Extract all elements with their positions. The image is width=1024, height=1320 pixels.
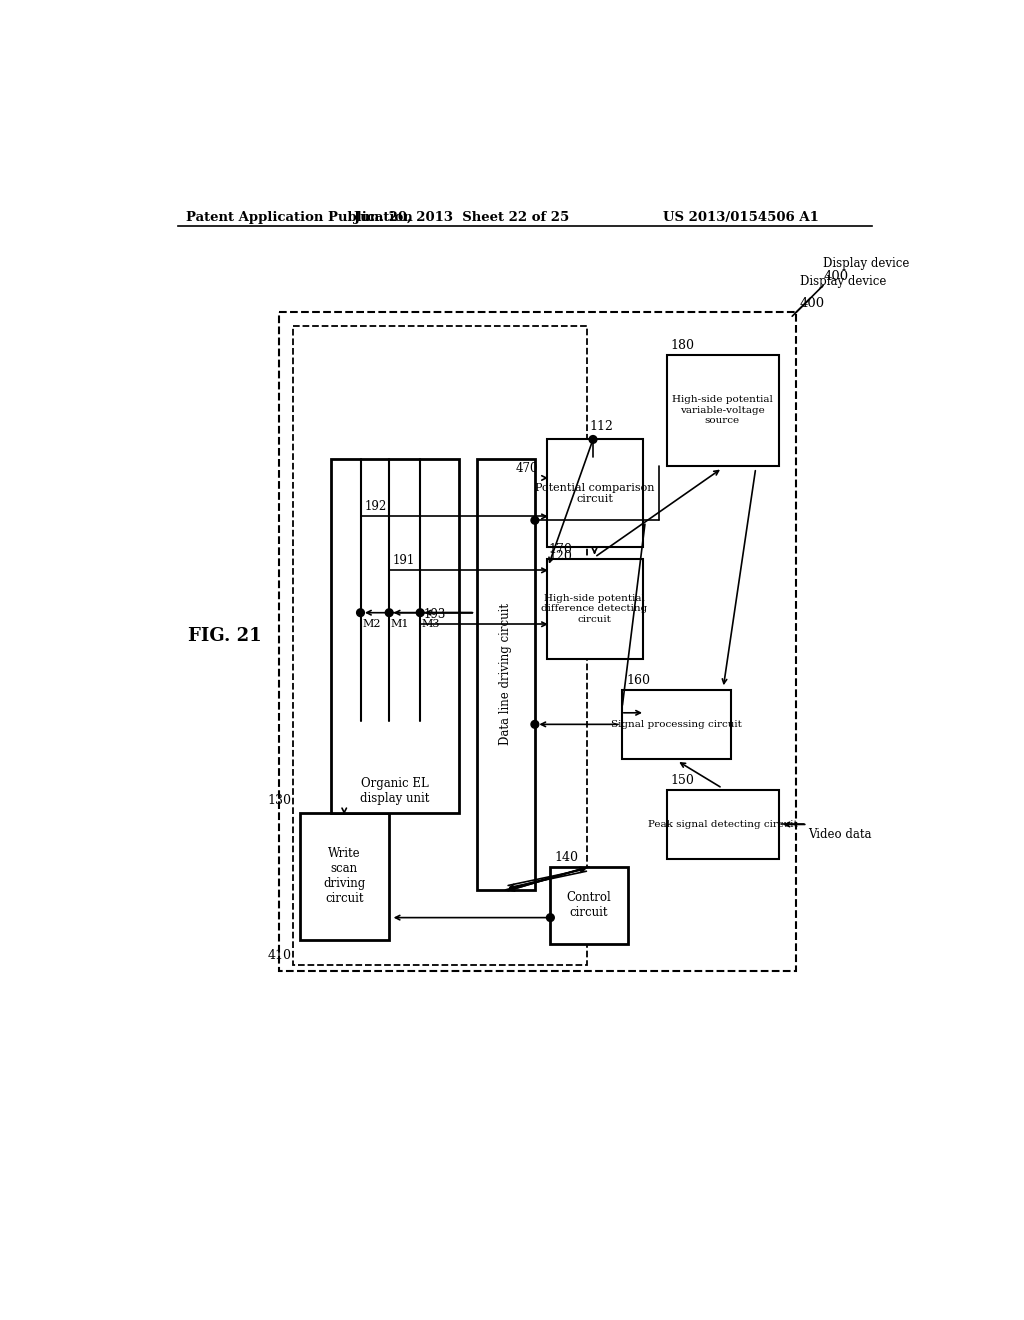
Bar [550, 867, 628, 944]
Bar [667, 789, 779, 859]
Text: 191: 191 [393, 554, 416, 568]
Circle shape [356, 609, 365, 616]
Text: M1: M1 [391, 619, 410, 628]
Text: 150: 150 [671, 774, 694, 787]
Bar [477, 459, 535, 890]
Text: Display device: Display device [800, 275, 887, 288]
Circle shape [547, 913, 554, 921]
Text: M3: M3 [422, 619, 440, 628]
Circle shape [417, 609, 424, 616]
Bar [280, 313, 796, 970]
Bar [547, 440, 643, 548]
Text: 180: 180 [671, 339, 694, 351]
Text: Jun. 20, 2013  Sheet 22 of 25: Jun. 20, 2013 Sheet 22 of 25 [353, 211, 569, 224]
Text: US 2013/0154506 A1: US 2013/0154506 A1 [663, 211, 818, 224]
Text: Organic EL
display unit: Organic EL display unit [359, 777, 429, 805]
Bar [623, 689, 731, 759]
Text: 193: 193 [424, 609, 446, 622]
Text: High-side potential
variable-voltage
source: High-side potential variable-voltage sou… [672, 395, 773, 425]
Text: FIG. 21: FIG. 21 [188, 627, 262, 644]
Circle shape [589, 436, 597, 444]
Text: Data line driving circuit: Data line driving circuit [499, 603, 512, 746]
Bar [293, 326, 587, 965]
Text: Patent Application Publication: Patent Application Publication [186, 211, 413, 224]
Text: 400: 400 [823, 271, 848, 284]
Bar [667, 355, 779, 466]
Text: 400: 400 [800, 297, 825, 310]
Circle shape [531, 516, 539, 524]
Bar [547, 558, 643, 659]
Text: M2: M2 [362, 619, 381, 628]
Text: 170: 170 [548, 543, 572, 556]
Text: 112: 112 [589, 420, 613, 433]
Circle shape [531, 721, 539, 729]
Text: Video data: Video data [808, 828, 871, 841]
Text: 192: 192 [365, 500, 387, 513]
Text: 120: 120 [548, 550, 572, 564]
Bar [331, 459, 459, 813]
Text: 470: 470 [515, 462, 538, 475]
Text: 130: 130 [267, 793, 292, 807]
Text: Display device: Display device [823, 257, 909, 271]
Text: Signal processing circuit: Signal processing circuit [611, 719, 742, 729]
Text: High-side potential
difference detecting
circuit: High-side potential difference detecting… [542, 594, 647, 624]
Text: Peak signal detecting circuit: Peak signal detecting circuit [647, 820, 798, 829]
Text: 410: 410 [267, 949, 292, 961]
Text: Control
circuit: Control circuit [566, 891, 611, 919]
Text: Write
scan
driving
circuit: Write scan driving circuit [324, 847, 366, 906]
Text: 140: 140 [554, 850, 579, 863]
Text: Potential comparison
circuit: Potential comparison circuit [535, 483, 654, 504]
Circle shape [385, 609, 393, 616]
Text: 160: 160 [627, 673, 650, 686]
Bar [300, 813, 389, 940]
